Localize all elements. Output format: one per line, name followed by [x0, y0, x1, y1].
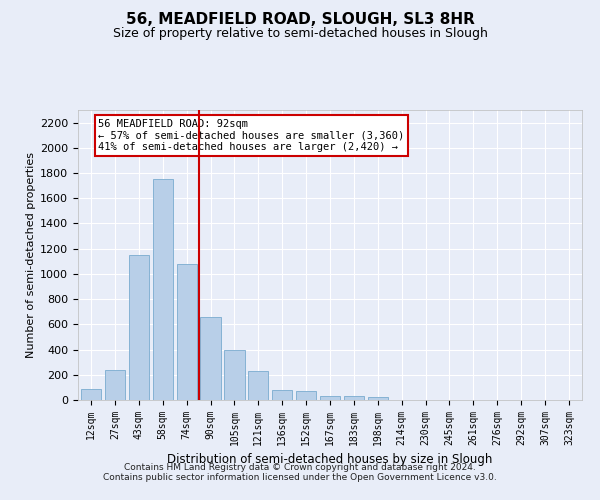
X-axis label: Distribution of semi-detached houses by size in Slough: Distribution of semi-detached houses by …: [167, 454, 493, 466]
Bar: [248, 371, 268, 400]
Bar: [368, 398, 388, 400]
Text: 56 MEADFIELD ROAD: 92sqm
← 57% of semi-detached houses are smaller (3,360)
41% o: 56 MEADFIELD ROAD: 92sqm ← 57% of semi-d…: [98, 118, 404, 152]
Y-axis label: Number of semi-detached properties: Number of semi-detached properties: [26, 152, 36, 358]
Text: Size of property relative to semi-detached houses in Slough: Size of property relative to semi-detach…: [113, 28, 487, 40]
Bar: [129, 255, 149, 400]
Bar: [200, 317, 221, 400]
Text: Contains HM Land Registry data © Crown copyright and database right 2024.
Contai: Contains HM Land Registry data © Crown c…: [103, 463, 497, 482]
Bar: [152, 180, 173, 400]
Bar: [296, 391, 316, 400]
Bar: [344, 396, 364, 400]
Bar: [320, 396, 340, 400]
Bar: [224, 350, 245, 400]
Bar: [81, 388, 101, 400]
Bar: [272, 390, 292, 400]
Text: 56, MEADFIELD ROAD, SLOUGH, SL3 8HR: 56, MEADFIELD ROAD, SLOUGH, SL3 8HR: [125, 12, 475, 28]
Bar: [176, 264, 197, 400]
Bar: [105, 370, 125, 400]
